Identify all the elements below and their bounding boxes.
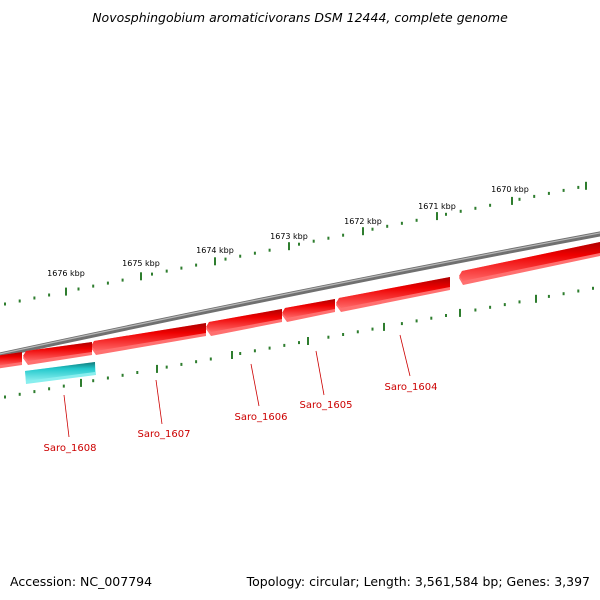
leader-line-saro-1606	[250, 363, 260, 407]
map-title: Novosphingobium aromaticivorans DSM 1244…	[92, 10, 508, 25]
gene-arrow-saro-1608[interactable]	[91, 323, 206, 355]
leader-line-saro-1607	[155, 379, 163, 425]
gene-label-saro-1604[interactable]: Saro_1604	[385, 382, 438, 393]
kbp-label-1676: 1676 kbp	[47, 269, 85, 278]
kbp-label-1673: 1673 kbp	[270, 232, 308, 241]
gene-arrow-saro-1605[interactable]	[336, 277, 450, 312]
gene-arrow-saro-1609[interactable]	[23, 342, 92, 365]
gene-track	[0, 241, 600, 384]
gene-arrow-saro-1604[interactable]	[459, 241, 600, 285]
gene-label-saro-1606[interactable]: Saro_1606	[235, 412, 288, 423]
leader-line-saro-1604	[399, 334, 411, 377]
leader-line-saro-1605	[315, 350, 325, 396]
gene-label-group: Saro_1604 Saro_1605 Saro_1606 Saro_1607 …	[44, 334, 438, 454]
inner-scale-track	[4, 286, 594, 399]
genome-backbone	[0, 231, 600, 358]
kbp-label-1674: 1674 kbp	[196, 246, 234, 255]
gene-arrow-partial-left[interactable]	[0, 352, 22, 369]
kbp-label-1671: 1671 kbp	[418, 202, 456, 211]
rna-feature-cyan[interactable]	[25, 362, 96, 384]
kbp-label-1672: 1672 kbp	[344, 217, 382, 226]
kbp-label-1670: 1670 kbp	[491, 185, 529, 194]
leader-line-saro-1608	[63, 394, 70, 438]
gene-label-saro-1605[interactable]: Saro_1605	[300, 400, 353, 411]
gene-arrow-saro-1606[interactable]	[282, 299, 335, 322]
outer-scale-track	[4, 181, 587, 306]
gene-label-saro-1608[interactable]: Saro_1608	[44, 443, 97, 454]
topology-text: Topology: circular; Length: 3,561,584 bp…	[246, 574, 590, 589]
kbp-label-1675: 1675 kbp	[122, 259, 160, 268]
accession-text: Accession: NC_007794	[10, 574, 152, 589]
kbp-label-group: 1670 kbp 1671 kbp 1672 kbp 1673 kbp 1674…	[47, 185, 529, 278]
gene-label-saro-1607[interactable]: Saro_1607	[138, 429, 191, 440]
gene-arrow-saro-1607[interactable]	[206, 309, 282, 336]
